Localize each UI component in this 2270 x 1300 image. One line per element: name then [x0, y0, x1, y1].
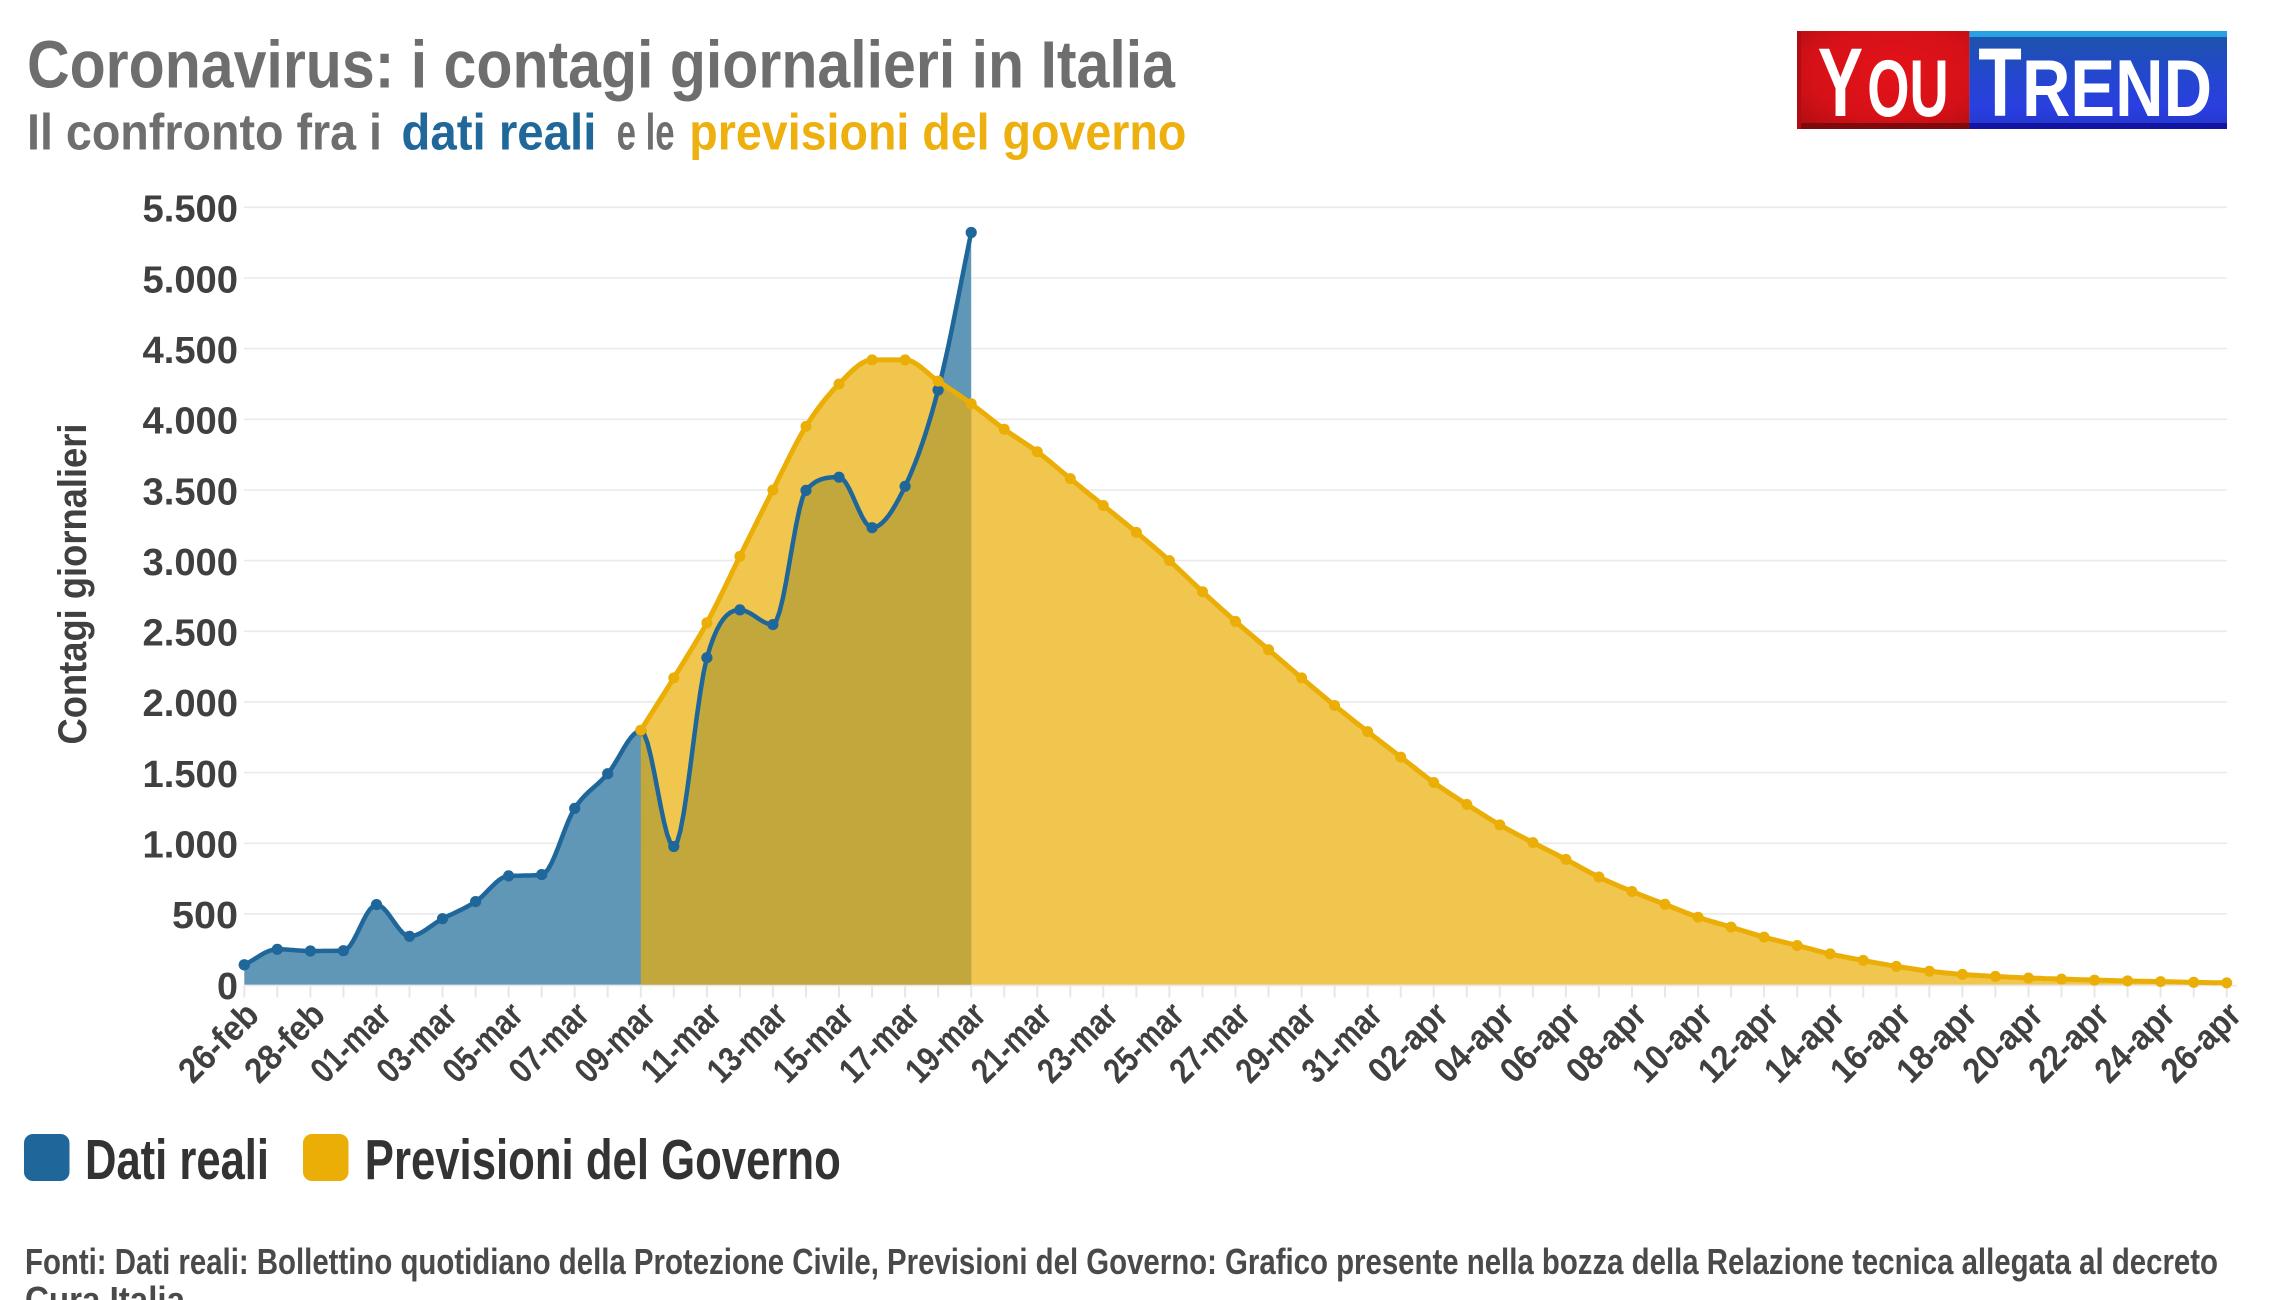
svg-text:5.500: 5.500: [143, 188, 239, 230]
svg-text:Previsioni del Governo: Previsioni del Governo: [365, 1128, 841, 1192]
svg-text:4.000: 4.000: [143, 400, 239, 442]
svg-text:T: T: [1978, 29, 2022, 137]
svg-text:0: 0: [217, 965, 238, 1007]
svg-text:1.500: 1.500: [143, 753, 239, 795]
svg-text:1.000: 1.000: [143, 824, 239, 866]
svg-text:Y: Y: [1818, 28, 1863, 137]
svg-text:500: 500: [172, 894, 238, 936]
svg-text:2.500: 2.500: [143, 612, 239, 654]
svg-text:REND: REND: [2022, 43, 2212, 133]
svg-text:5.000: 5.000: [143, 258, 239, 300]
svg-text:4.500: 4.500: [143, 329, 239, 371]
svg-text:Cura Italia: Cura Italia: [25, 1279, 186, 1300]
svg-text:previsioni del governo: previsioni del governo: [689, 104, 1186, 161]
svg-text:Coronavirus: i contagi giornal: Coronavirus: i contagi giornalieri in It…: [27, 28, 1176, 103]
svg-text:2.000: 2.000: [143, 682, 239, 724]
svg-text:Dati reali: Dati reali: [85, 1128, 269, 1192]
svg-text:Fonti: Dati reali: Bollettino: Fonti: Dati reali: Bollettino quotidiano…: [25, 1241, 2218, 1282]
svg-text:3.000: 3.000: [143, 541, 239, 583]
svg-text:dati reali: dati reali: [401, 104, 596, 161]
svg-text:OU: OU: [1867, 43, 1948, 133]
svg-text:3.500: 3.500: [143, 470, 239, 512]
svg-text:Il confronto fra i: Il confronto fra i: [27, 104, 382, 161]
svg-text:Contagi giornalieri: Contagi giornalieri: [51, 424, 95, 745]
svg-text:e le: e le: [617, 104, 675, 161]
